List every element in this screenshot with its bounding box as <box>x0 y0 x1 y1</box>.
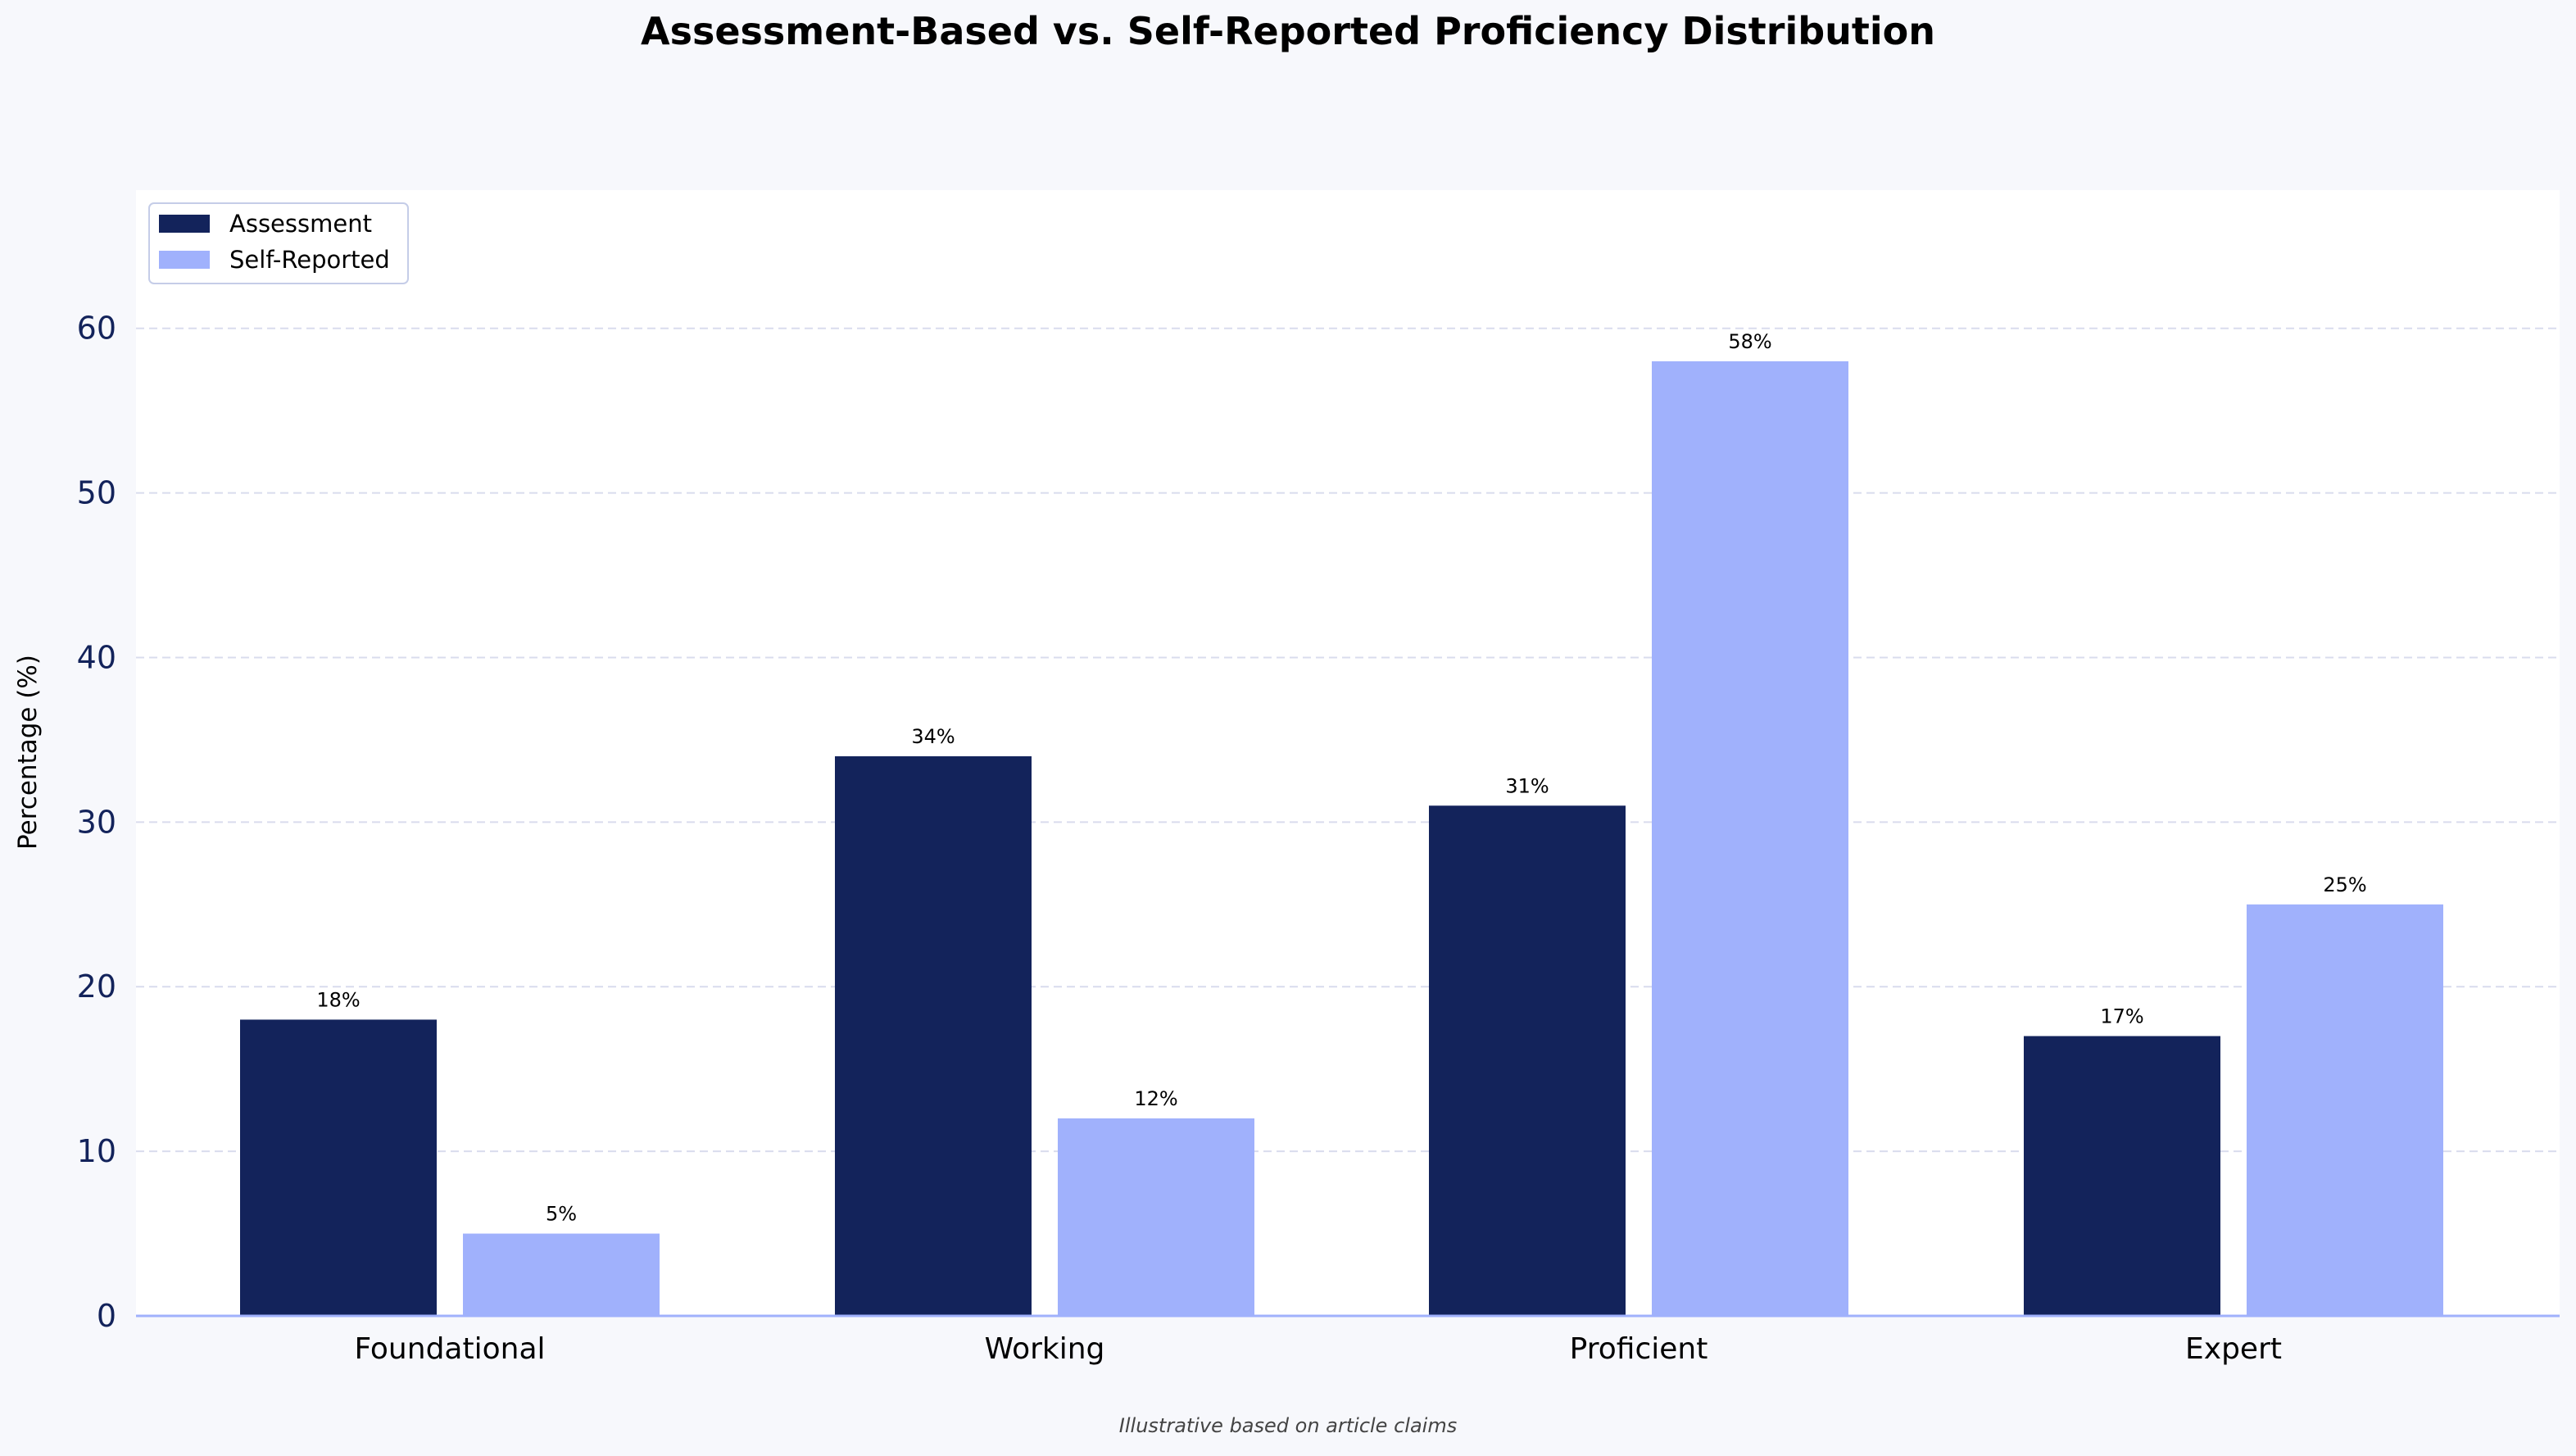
x-tick-label-foundational: Foundational <box>354 1332 545 1366</box>
chart-title: Assessment-Based vs. Self-Reported Profi… <box>641 9 1935 53</box>
data-label-self-reported-expert: 25% <box>2323 873 2366 896</box>
y-tick-label-0: 0 <box>97 1298 116 1334</box>
data-label-assessment-foundational: 18% <box>316 988 360 1011</box>
legend: Assessment Self-Reported <box>148 202 409 284</box>
bar-assessment-working <box>835 756 1032 1316</box>
legend-swatch-assessment <box>159 215 210 233</box>
y-tick-label-60: 60 <box>77 311 116 347</box>
x-tick-label-working: Working <box>985 1332 1105 1366</box>
bar-self-reported-expert <box>2247 904 2443 1316</box>
legend-label-assessment: Assessment <box>229 210 372 238</box>
data-label-assessment-expert: 17% <box>2100 1005 2143 1028</box>
bar-assessment-foundational <box>240 1019 437 1316</box>
y-axis-label: Percentage (%) <box>13 655 43 850</box>
data-label-self-reported-working: 12% <box>1134 1087 1177 1110</box>
bars <box>240 361 2443 1316</box>
bar-assessment-proficient <box>1429 805 1626 1316</box>
data-label-assessment-proficient: 31% <box>1505 774 1549 797</box>
footnote: Illustrative based on article claims <box>1119 1414 1457 1437</box>
legend-label-self-reported: Self-Reported <box>229 246 390 274</box>
legend-box <box>148 202 409 284</box>
data-label-self-reported-proficient: 58% <box>1728 330 1771 353</box>
bar-self-reported-working <box>1058 1118 1254 1316</box>
x-tick-labels: Foundational Working Proficient Expert <box>354 1332 2281 1366</box>
data-label-self-reported-foundational: 5% <box>546 1203 577 1226</box>
y-tick-label-10: 10 <box>77 1133 116 1169</box>
y-tick-label-20: 20 <box>77 968 116 1005</box>
y-tick-label-40: 40 <box>77 639 116 675</box>
bar-assessment-expert <box>2024 1036 2220 1316</box>
data-labels: 18% 34% 31% 17% 5% 12% 58% 25% <box>316 330 2366 1226</box>
x-tick-label-expert: Expert <box>2185 1332 2282 1366</box>
y-tick-labels: 0 10 20 30 40 50 60 <box>77 311 116 1334</box>
y-tick-label-30: 30 <box>77 804 116 840</box>
legend-swatch-self-reported <box>159 251 210 269</box>
bar-self-reported-foundational <box>463 1233 660 1316</box>
x-tick-label-proficient: Proficient <box>1570 1332 1708 1366</box>
bar-self-reported-proficient <box>1652 361 1848 1316</box>
y-tick-label-50: 50 <box>77 475 116 511</box>
data-label-assessment-working: 34% <box>911 725 955 748</box>
